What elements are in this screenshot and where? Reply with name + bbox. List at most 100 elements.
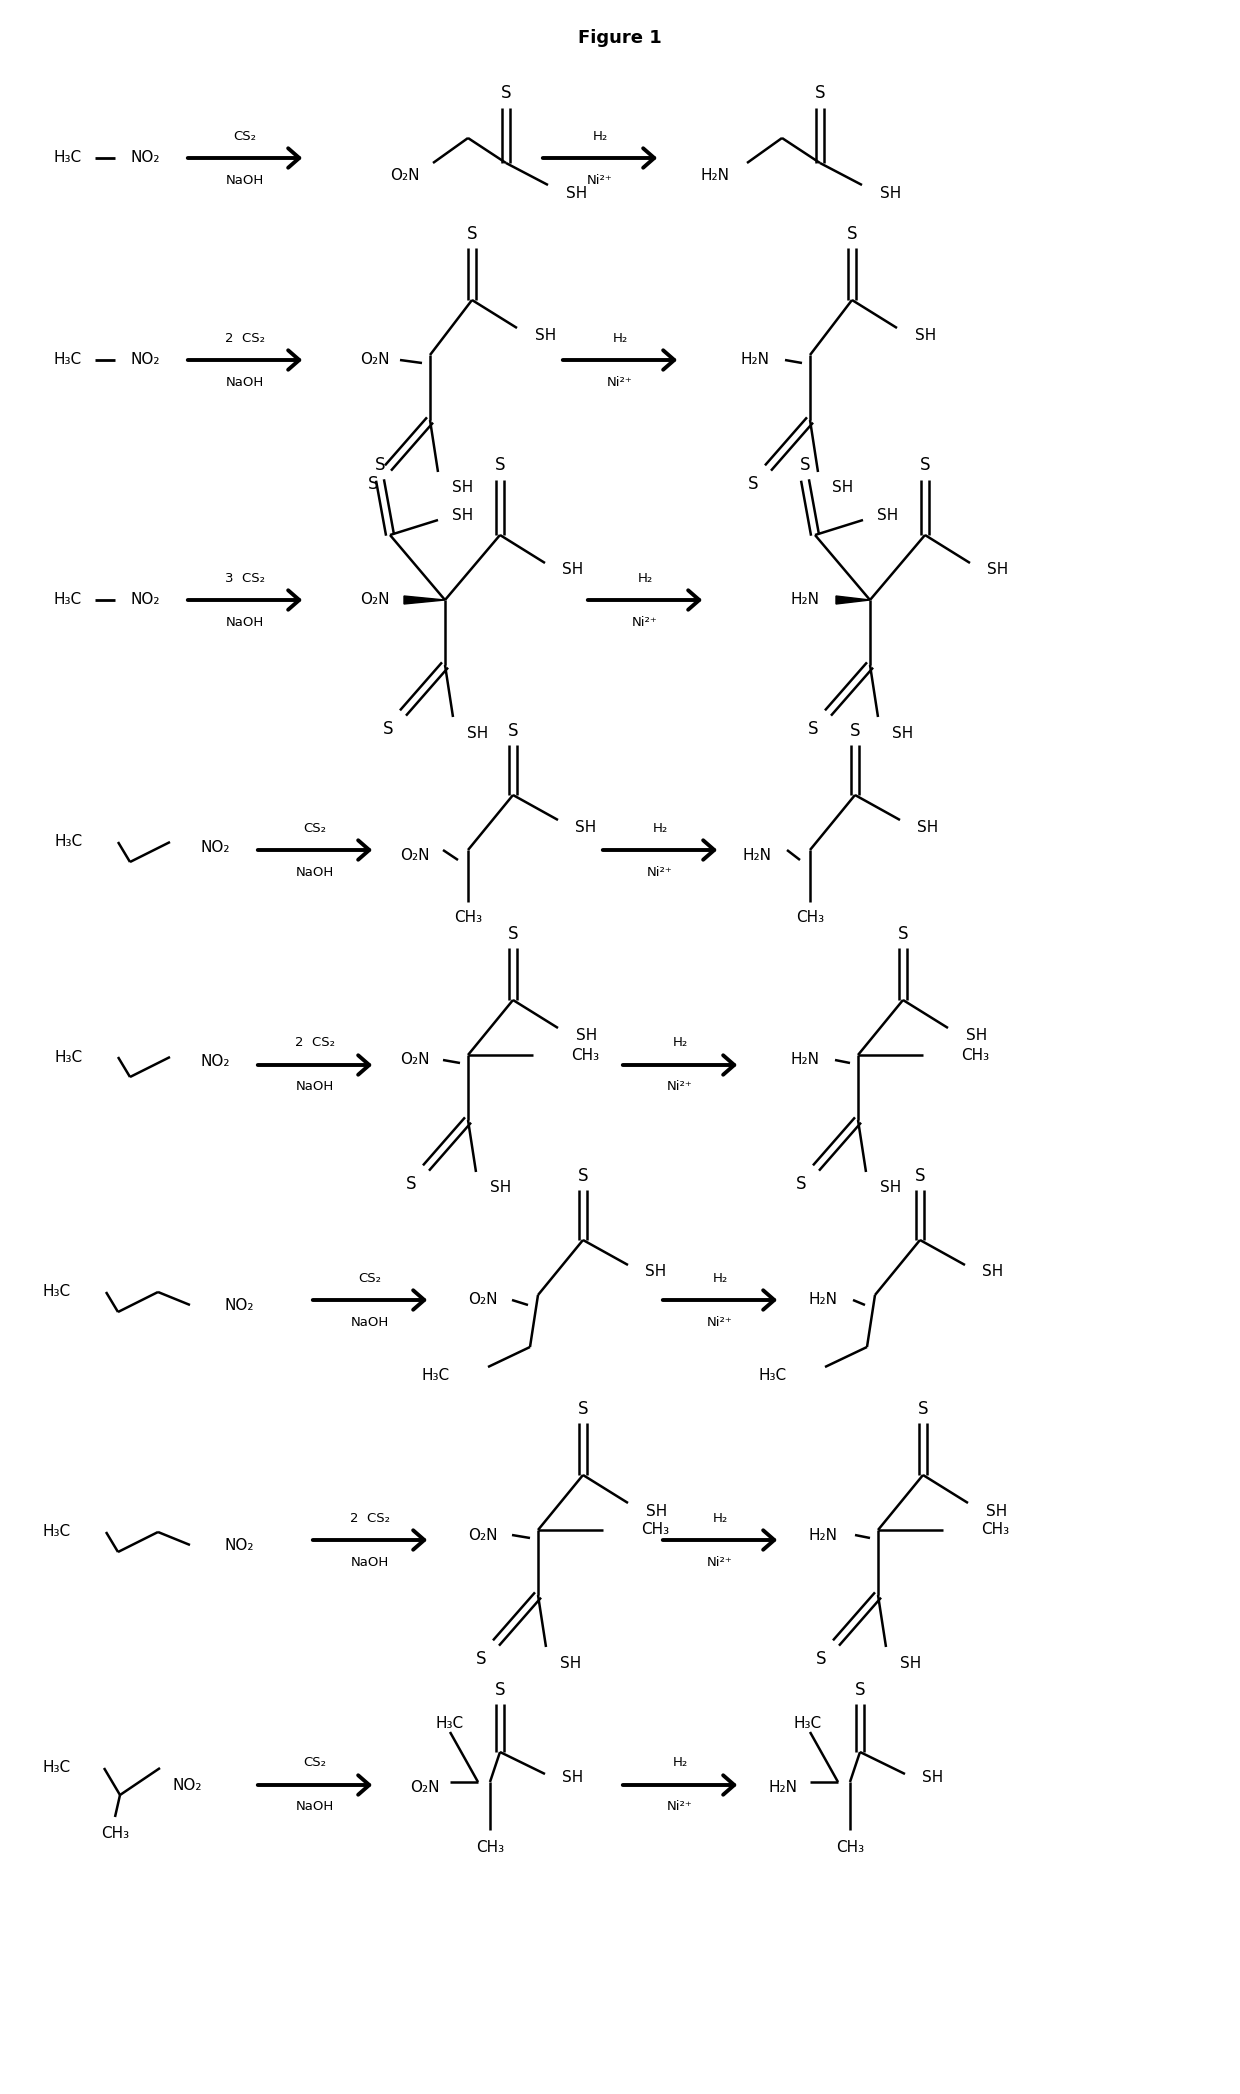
Text: O₂N: O₂N	[360, 593, 389, 607]
Text: SH: SH	[577, 1028, 598, 1043]
Text: S: S	[915, 1166, 925, 1185]
Text: SH: SH	[534, 329, 557, 343]
Text: H₃C: H₃C	[794, 1717, 822, 1732]
Text: SH: SH	[900, 1656, 921, 1671]
Text: CH₃: CH₃	[570, 1047, 599, 1062]
Text: SH: SH	[880, 1181, 901, 1196]
Text: NO₂: NO₂	[224, 1537, 254, 1552]
Text: CH₃: CH₃	[454, 911, 482, 926]
Text: CS₂: CS₂	[358, 1271, 382, 1284]
Text: CH₃: CH₃	[476, 1839, 505, 1855]
Polygon shape	[836, 597, 870, 603]
Text: O₂N: O₂N	[467, 1527, 497, 1543]
Text: CH₃: CH₃	[981, 1522, 1009, 1537]
Text: S: S	[578, 1401, 588, 1418]
Text: CS₂: CS₂	[304, 1757, 326, 1769]
Text: SH: SH	[918, 819, 939, 836]
Text: CS₂: CS₂	[304, 821, 326, 836]
Text: SH: SH	[966, 1028, 987, 1043]
Text: H₂N: H₂N	[701, 168, 729, 184]
Text: CH₃: CH₃	[100, 1826, 129, 1841]
Text: S: S	[495, 1681, 505, 1698]
Text: 2  CS₂: 2 CS₂	[295, 1037, 335, 1049]
Text: Ni²⁺: Ni²⁺	[587, 174, 613, 186]
Text: CH₃: CH₃	[961, 1047, 990, 1062]
Text: NaOH: NaOH	[296, 1081, 334, 1093]
Text: H₂N: H₂N	[808, 1527, 837, 1543]
Text: H₂: H₂	[652, 821, 667, 836]
Text: H₃C: H₃C	[42, 1524, 71, 1539]
Text: NaOH: NaOH	[226, 375, 264, 389]
Text: SH: SH	[560, 1656, 582, 1671]
Text: 2  CS₂: 2 CS₂	[224, 331, 265, 346]
Text: S: S	[847, 224, 857, 243]
Text: S: S	[507, 926, 518, 942]
Text: NaOH: NaOH	[296, 865, 334, 879]
Text: SH: SH	[982, 1265, 1003, 1279]
Text: H₃C: H₃C	[422, 1367, 450, 1382]
Text: SH: SH	[646, 1503, 667, 1518]
Text: Ni²⁺: Ni²⁺	[608, 375, 632, 389]
Text: O₂N: O₂N	[401, 1053, 429, 1068]
Text: 2  CS₂: 2 CS₂	[350, 1512, 391, 1524]
Text: O₂N: O₂N	[410, 1780, 439, 1795]
Text: H₂: H₂	[637, 572, 652, 584]
Polygon shape	[404, 597, 445, 603]
Text: SH: SH	[562, 1769, 583, 1784]
Text: NO₂: NO₂	[130, 151, 160, 165]
Text: S: S	[807, 720, 818, 737]
Text: S: S	[918, 1401, 929, 1418]
Text: SH: SH	[562, 563, 583, 578]
Text: S: S	[898, 926, 908, 942]
Text: NaOH: NaOH	[226, 616, 264, 628]
Text: Ni²⁺: Ni²⁺	[632, 616, 658, 628]
Text: SH: SH	[877, 507, 898, 524]
Text: H₂: H₂	[593, 130, 608, 142]
Text: H₂N: H₂N	[740, 352, 769, 369]
Text: S: S	[374, 456, 386, 473]
Text: O₂N: O₂N	[401, 848, 429, 863]
Text: H₃C: H₃C	[53, 593, 82, 607]
Text: H₂: H₂	[672, 1757, 688, 1769]
Text: H₂: H₂	[613, 331, 627, 346]
Text: H₃C: H₃C	[436, 1717, 464, 1732]
Text: SH: SH	[467, 725, 489, 741]
Text: SH: SH	[453, 507, 474, 524]
Text: CH₃: CH₃	[796, 911, 825, 926]
Text: SH: SH	[923, 1769, 944, 1784]
Text: S: S	[578, 1166, 588, 1185]
Text: NaOH: NaOH	[351, 1556, 389, 1568]
Text: H₂N: H₂N	[790, 593, 818, 607]
Text: S: S	[476, 1650, 486, 1669]
Text: CS₂: CS₂	[233, 130, 257, 142]
Text: H₂N: H₂N	[808, 1292, 837, 1307]
Text: H₂: H₂	[712, 1512, 728, 1524]
Text: NO₂: NO₂	[200, 1055, 229, 1070]
Text: Ni²⁺: Ni²⁺	[647, 865, 673, 879]
Text: H₃C: H₃C	[759, 1367, 787, 1382]
Text: H₂: H₂	[712, 1271, 728, 1284]
Text: SH: SH	[986, 1503, 1007, 1518]
Text: Ni²⁺: Ni²⁺	[667, 1081, 693, 1093]
Text: S: S	[383, 720, 393, 737]
Text: H₃C: H₃C	[55, 836, 83, 850]
Text: NO₂: NO₂	[172, 1778, 201, 1792]
Text: H₂N: H₂N	[768, 1780, 797, 1795]
Text: S: S	[405, 1175, 417, 1194]
Text: H₃C: H₃C	[42, 1284, 71, 1300]
Text: NaOH: NaOH	[296, 1801, 334, 1813]
Text: NO₂: NO₂	[130, 352, 160, 369]
Text: H₂: H₂	[672, 1037, 688, 1049]
Text: NO₂: NO₂	[130, 593, 160, 607]
Text: SH: SH	[565, 186, 588, 201]
Text: SH: SH	[880, 186, 901, 201]
Text: SH: SH	[575, 819, 596, 836]
Text: S: S	[854, 1681, 866, 1698]
Text: S: S	[800, 456, 810, 473]
Text: Ni²⁺: Ni²⁺	[707, 1315, 733, 1328]
Text: S: S	[796, 1175, 806, 1194]
Text: O₂N: O₂N	[391, 168, 419, 184]
Text: H₃C: H₃C	[53, 151, 82, 165]
Text: S: S	[920, 456, 930, 473]
Text: S: S	[815, 84, 826, 103]
